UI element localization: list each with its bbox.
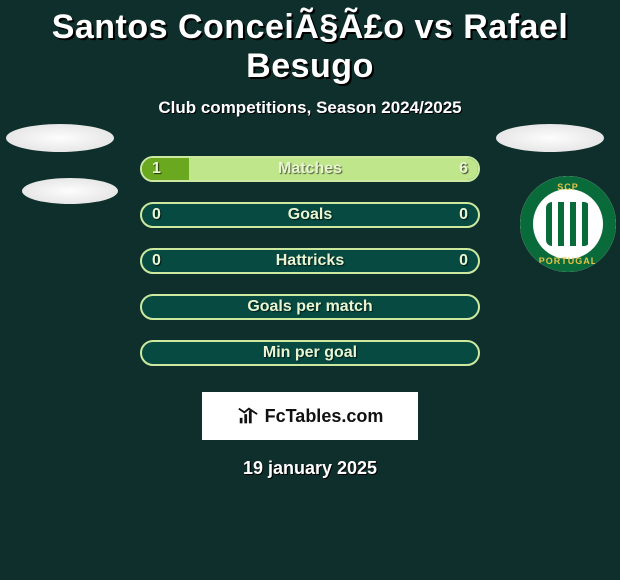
stat-label: Goals: [142, 204, 478, 226]
stat-value-left: 1: [152, 158, 161, 180]
stat-value-right: 6: [459, 158, 468, 180]
stat-row: Min per goal: [0, 330, 620, 376]
stat-row: Hattricks0 0: [0, 238, 620, 284]
stat-bar: Min per goal: [140, 340, 480, 366]
date-label: 19 january 2025: [0, 458, 620, 479]
subtitle: Club competitions, Season 2024/2025: [0, 98, 620, 118]
stat-row: Matches1 6: [0, 146, 620, 192]
stat-value-left: 0: [152, 204, 161, 226]
stat-row: Goals0 0: [0, 192, 620, 238]
stat-label: Matches: [142, 158, 478, 180]
fctables-badge[interactable]: FcTables.com: [202, 392, 418, 440]
chart-icon: [237, 405, 259, 427]
stat-row: Goals per match: [0, 284, 620, 330]
stat-bar: Goals0 0: [140, 202, 480, 228]
stat-value-right: 0: [459, 204, 468, 226]
stat-value-left: 0: [152, 250, 161, 272]
page-title: Santos ConceiÃ§Ã£o vs Rafael Besugo: [0, 0, 620, 86]
comparison-card: Santos ConceiÃ§Ã£o vs Rafael Besugo Club…: [0, 0, 620, 580]
stat-label: Goals per match: [142, 296, 478, 318]
stats-list: Matches16Goals00Hattricks00Goals per mat…: [0, 146, 620, 376]
stat-value-right: 0: [459, 250, 468, 272]
stat-bar: Hattricks0 0: [140, 248, 480, 274]
stat-label: Hattricks: [142, 250, 478, 272]
fctables-text: FcTables.com: [265, 406, 384, 427]
stat-label: Min per goal: [142, 342, 478, 364]
stat-bar: Matches1 6: [140, 156, 480, 182]
stat-bar: Goals per match: [140, 294, 480, 320]
